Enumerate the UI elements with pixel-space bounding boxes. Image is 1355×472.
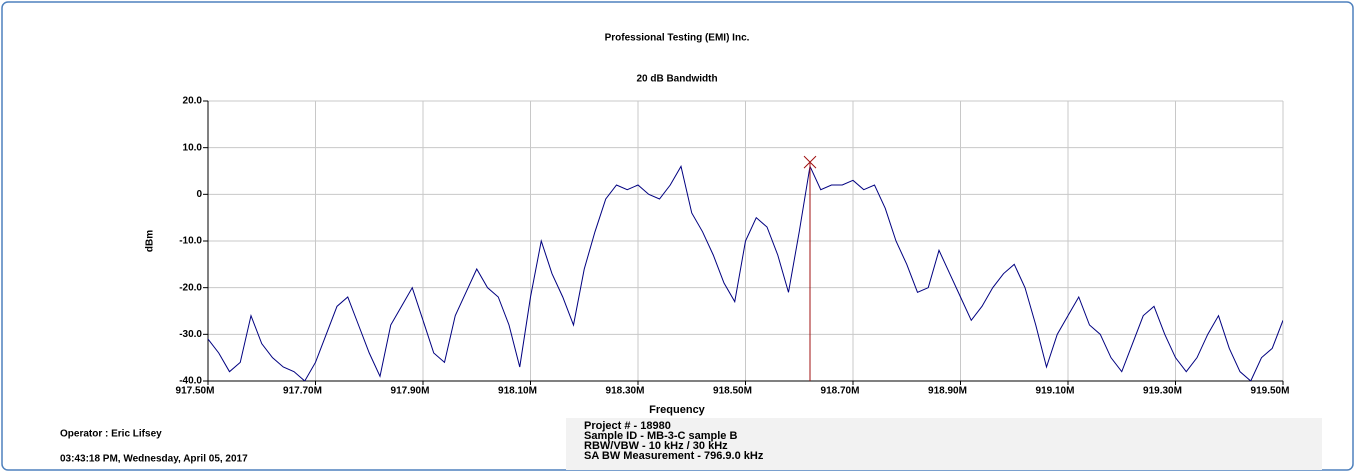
chart-subtitle: 20 dB Bandwidth [636, 74, 717, 85]
chart-title: Professional Testing (EMI) Inc. [605, 33, 750, 44]
x-tick-label: 919.50M [1251, 386, 1290, 397]
x-tick-label: 918.50M [713, 386, 752, 397]
y-axis-label: dBm [145, 230, 156, 252]
x-tick-label: 919.30M [1143, 386, 1182, 397]
y-tick-label: 0 [196, 189, 202, 200]
y-tick-label: -20.0 [179, 282, 202, 293]
project-line: Sample ID - MB-3-C sample B [584, 430, 737, 442]
y-tick-label: 20.0 [183, 96, 203, 107]
trace [208, 164, 1283, 381]
y-tick-label: -40.0 [179, 376, 202, 387]
x-tick-label: 918.90M [928, 386, 967, 397]
project-line: SA BW Measurement - 796.9.0 kHz [584, 450, 764, 462]
x-tick-label: 917.70M [283, 386, 322, 397]
marker-cross [803, 155, 817, 169]
x-tick-label: 918.10M [498, 386, 537, 397]
operator: Operator : Eric Lifsey [60, 429, 162, 440]
x-tick-label: 917.50M [176, 386, 215, 397]
x-axis-label: Frequency [649, 404, 706, 416]
x-tick-label: 919.10M [1036, 386, 1075, 397]
x-tick-label: 917.90M [391, 386, 430, 397]
info-panel [566, 418, 1322, 470]
y-tick-label: -10.0 [179, 236, 202, 247]
x-tick-label: 918.70M [821, 386, 860, 397]
project-line: RBW/VBW - 10 kHz / 30 kHz [584, 440, 728, 452]
y-tick-label: 10.0 [183, 142, 203, 153]
y-tick-label: -30.0 [179, 329, 202, 340]
timestamp: 03:43:18 PM, Wednesday, April 05, 2017 [60, 454, 248, 465]
project-line: Project # - 18980 [584, 420, 671, 432]
x-tick-label: 918.30M [606, 386, 645, 397]
